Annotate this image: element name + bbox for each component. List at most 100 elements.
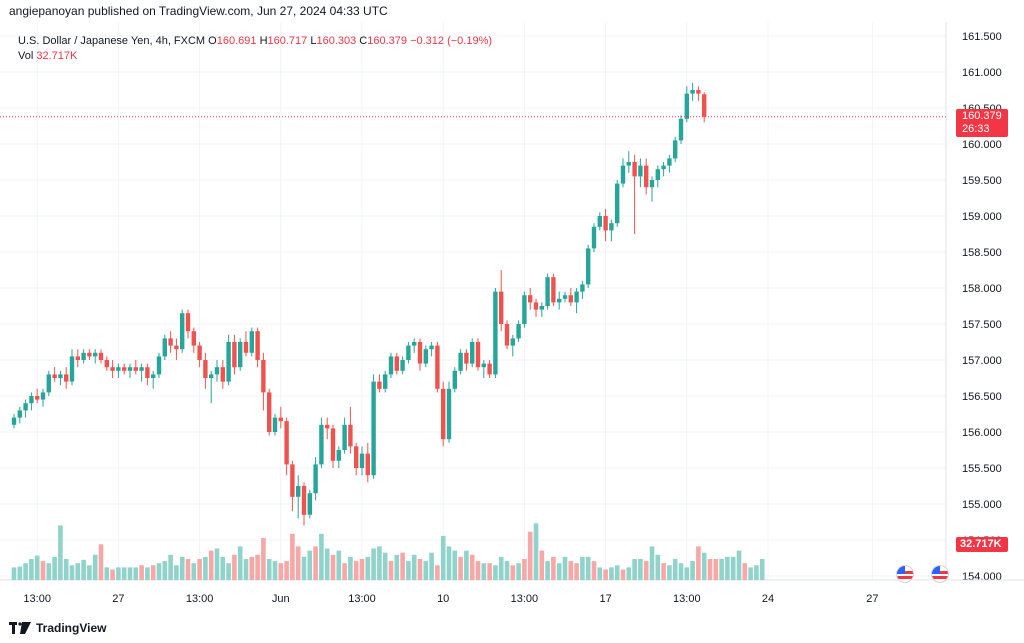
- volume-bar: [388, 561, 394, 580]
- candle-body: [441, 388, 446, 440]
- candle-body: [557, 298, 562, 303]
- candle-body: [504, 324, 510, 346]
- candle-body: [568, 295, 573, 303]
- volume-bar: [707, 559, 713, 580]
- x-tick-label: 13:00: [23, 593, 51, 605]
- candle-body: [64, 374, 69, 382]
- volume-bar: [725, 556, 730, 580]
- volume-bar: [464, 550, 469, 580]
- us-flag-event-icon[interactable]: [896, 565, 914, 583]
- volume-bar: [406, 561, 411, 580]
- volume-bar: [145, 567, 150, 580]
- candle-body: [11, 417, 17, 425]
- volume-bar: [719, 559, 724, 580]
- candle-body: [551, 277, 556, 303]
- volume-bar: [597, 567, 603, 580]
- candle-body: [180, 313, 185, 350]
- candle-body: [446, 388, 452, 440]
- candle-body: [678, 118, 684, 141]
- change-value: −0.312 (−0.19%): [410, 35, 493, 47]
- volume-bar: [81, 559, 86, 580]
- volume-bar: [649, 546, 655, 580]
- candle-body: [655, 169, 660, 180]
- candlestick-chart[interactable]: 161.500161.000160.500160.000159.500159.0…: [0, 22, 1024, 612]
- candle-body: [116, 367, 121, 371]
- volume-bar: [522, 559, 527, 580]
- candle-body: [475, 342, 481, 368]
- volume-bar: [742, 563, 748, 580]
- volume-bar: [365, 556, 371, 580]
- candle-body: [23, 403, 28, 411]
- volume-bar: [585, 556, 591, 580]
- last-price-value: 160.379: [962, 109, 1002, 122]
- volume-bar: [191, 563, 197, 580]
- candle-body: [533, 302, 539, 310]
- candle-body: [17, 410, 22, 418]
- candle-body: [214, 367, 220, 375]
- candle-body: [272, 417, 278, 432]
- candle-body: [423, 349, 428, 364]
- candle-body: [528, 295, 533, 303]
- volume-bar: [359, 559, 365, 580]
- volume-bar: [330, 554, 336, 580]
- candle-body: [429, 345, 434, 350]
- volume-bar: [179, 556, 185, 580]
- volume-bar: [446, 546, 452, 580]
- volume-bar: [498, 556, 504, 580]
- volume-bar: [574, 563, 579, 580]
- y-tick-label: 159.000: [962, 211, 1002, 223]
- volume-bar: [481, 563, 487, 580]
- candle-body: [122, 367, 127, 371]
- open-value: 160.691: [216, 35, 257, 47]
- volume-label: Vol: [18, 50, 34, 62]
- candle-body: [301, 486, 307, 515]
- volume-bar: [162, 561, 168, 580]
- us-flag-event-icon[interactable]: [931, 565, 949, 583]
- tradingview-logo-icon: [9, 622, 31, 634]
- volume-bar: [568, 561, 574, 580]
- chart-area[interactable]: 161.500161.000160.500160.000159.500159.0…: [0, 22, 1024, 612]
- candle-body: [644, 165, 649, 188]
- candle-body: [203, 360, 208, 378]
- volume-bar: [556, 563, 562, 580]
- candle-body: [400, 360, 405, 371]
- volume-bar: [400, 552, 405, 580]
- candle-body: [243, 342, 249, 353]
- y-tick-label: 157.500: [962, 319, 1002, 331]
- candle-body: [29, 396, 34, 404]
- y-tick-label: 161.500: [962, 31, 1002, 43]
- candle-body: [185, 313, 191, 332]
- symbol-label[interactable]: U.S. Dollar / Japanese Yen, 4h, FXCM: [18, 35, 206, 47]
- x-tick-label: 13:00: [348, 593, 376, 605]
- candle-body: [615, 183, 620, 224]
- candle-body: [586, 248, 591, 285]
- publish-info: angiepanoyan published on TradingView.co…: [9, 4, 388, 18]
- candle-body: [412, 342, 417, 346]
- volume-bar: [290, 533, 295, 580]
- candle-body: [81, 352, 86, 360]
- ohlc-legend: U.S. Dollar / Japanese Yen, 4h, FXCM O16…: [18, 34, 492, 64]
- candle-body: [127, 367, 133, 371]
- x-tick-label: 17: [599, 593, 611, 605]
- candle-body: [156, 356, 162, 375]
- candle-body: [296, 486, 301, 497]
- candle-body: [336, 450, 341, 461]
- volume-bar: [110, 569, 115, 580]
- volume-bar: [301, 556, 307, 580]
- volume-bar: [237, 546, 243, 580]
- volume-bar: [324, 548, 330, 580]
- volume-bar: [382, 552, 388, 580]
- volume-bar: [736, 550, 742, 580]
- volume-bar: [580, 556, 585, 580]
- candle-body: [591, 226, 597, 249]
- volume-bar: [754, 565, 759, 580]
- candle-body: [40, 392, 46, 400]
- volume-bar: [185, 559, 191, 580]
- volume-bar: [690, 561, 695, 580]
- candle-body: [75, 356, 80, 360]
- volume-bar: [272, 561, 278, 580]
- volume-bar: [696, 546, 701, 580]
- candle-body: [638, 165, 643, 177]
- volume-bar: [469, 554, 475, 580]
- volume-bar: [551, 556, 556, 580]
